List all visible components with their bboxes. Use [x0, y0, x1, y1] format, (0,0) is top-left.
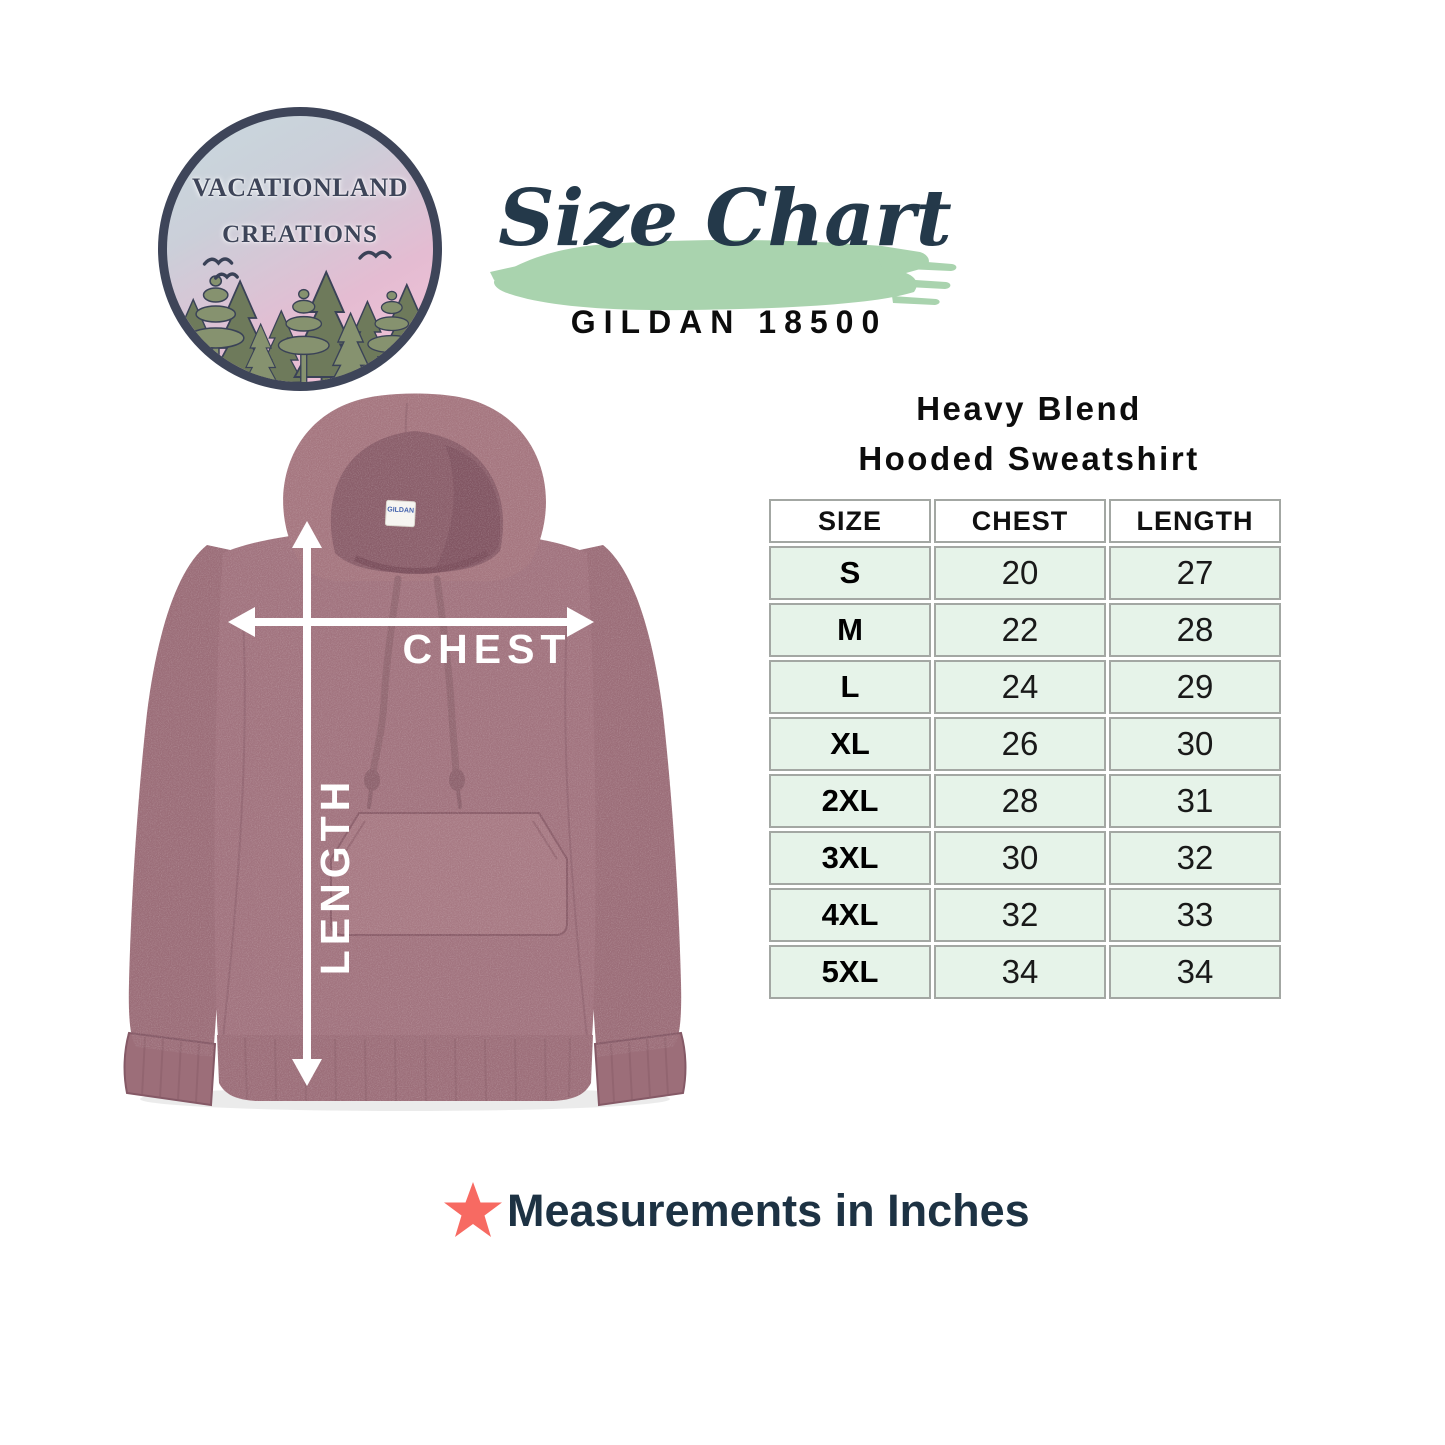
product-heading: Heavy Blend Hooded Sweatshirt: [798, 384, 1260, 484]
value-cell: 28: [1109, 603, 1281, 657]
value-cell: 32: [1109, 831, 1281, 885]
table-row: 3XL 30 32: [769, 831, 1281, 885]
value-cell: 30: [1109, 717, 1281, 771]
length-arrow: [292, 521, 322, 1086]
size-table-body: S 20 27 M 22 28 L 24 29 XL 26 30 2XL 28 31 3XL 30 32 4XL 32…: [769, 546, 1281, 999]
title-block: Size Chart GILDAN 18500: [488, 178, 962, 341]
pine-forest-icon: [168, 250, 433, 382]
brush-stroke-icon: [490, 239, 957, 311]
value-cell: 26: [934, 717, 1106, 771]
table-row: XL 26 30: [769, 717, 1281, 771]
value-cell: 29: [1109, 660, 1281, 714]
product-heading-line1: Heavy Blend: [916, 390, 1142, 427]
product-model: GILDAN 18500: [570, 303, 888, 340]
value-cell: 30: [934, 831, 1106, 885]
table-row: S 20 27: [769, 546, 1281, 600]
hoodie-shape: GILDAN: [123, 393, 687, 1111]
table-row: L 24 29: [769, 660, 1281, 714]
logo-name-line1: VACATIONLAND: [192, 173, 408, 202]
size-cell: XL: [769, 717, 931, 771]
chest-label: CHEST: [403, 626, 572, 672]
size-cell: L: [769, 660, 931, 714]
value-cell: 34: [1109, 945, 1281, 999]
value-cell: 34: [934, 945, 1106, 999]
length-label: LENGTH: [312, 777, 358, 976]
star-icon: [444, 1182, 502, 1237]
note-text: Measurements in Inches: [507, 1185, 1030, 1236]
logo-name-line2: CREATIONS: [222, 221, 378, 248]
size-cell: S: [769, 546, 931, 600]
header-chest: CHEST: [934, 499, 1106, 543]
table-row: 4XL 32 33: [769, 888, 1281, 942]
table-row: 2XL 28 31: [769, 774, 1281, 828]
table-row: 5XL 34 34: [769, 945, 1281, 999]
value-cell: 33: [1109, 888, 1281, 942]
size-cell: 4XL: [769, 888, 931, 942]
size-cell: M: [769, 603, 931, 657]
brand-logo: VACATIONLAND CREATIONS: [158, 107, 442, 391]
hoodie-image: GILDAN: [123, 393, 687, 1111]
value-cell: 20: [934, 546, 1106, 600]
size-table: SIZE CHEST LENGTH S 20 27 M 22 28 L 24 29 XL 26 30 2…: [766, 496, 1284, 1002]
header-length: LENGTH: [1109, 499, 1281, 543]
product-heading-line2: Hooded Sweatshirt: [858, 440, 1200, 477]
bird-icon: [202, 250, 392, 280]
table-header-row: SIZE CHEST LENGTH: [769, 499, 1281, 543]
measurement-note: Measurements in Inches: [442, 1178, 1030, 1244]
value-cell: 22: [934, 603, 1106, 657]
value-cell: 24: [934, 660, 1106, 714]
header-size: SIZE: [769, 499, 931, 543]
value-cell: 31: [1109, 774, 1281, 828]
size-cell: 2XL: [769, 774, 931, 828]
size-cell: 3XL: [769, 831, 931, 885]
value-cell: 32: [934, 888, 1106, 942]
value-cell: 28: [934, 774, 1106, 828]
value-cell: 27: [1109, 546, 1281, 600]
page-title: Size Chart: [498, 173, 952, 264]
table-row: M 22 28: [769, 603, 1281, 657]
size-cell: 5XL: [769, 945, 931, 999]
